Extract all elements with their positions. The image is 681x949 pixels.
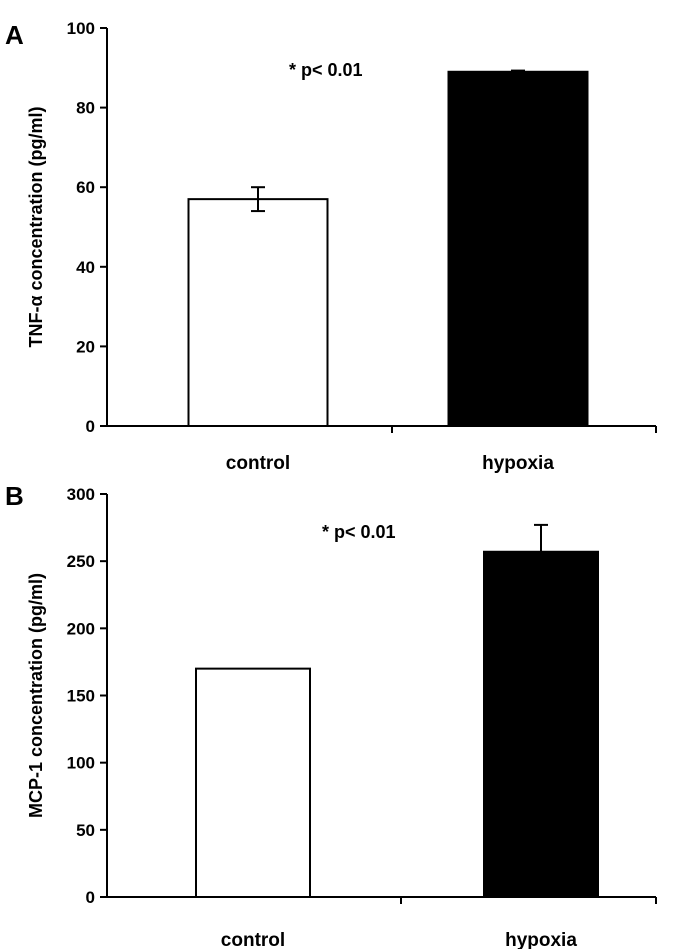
panel-b-y-tick-label: 150 xyxy=(67,687,95,706)
panel-a-category-label: control xyxy=(226,453,290,474)
panel-a-y-tick-label: 40 xyxy=(76,258,95,277)
panel-b-y-tick-label: 250 xyxy=(67,552,95,571)
panel-a-significance-annotation: * p< 0.01 xyxy=(289,60,363,80)
panel-a-y-tick-label: 100 xyxy=(67,19,95,38)
panel-a-y-tick-label: 20 xyxy=(76,337,95,356)
panel-b-y-tick-label: 200 xyxy=(67,619,95,638)
panel-a-bar-hypoxia xyxy=(449,72,588,426)
panel-b-bar-hypoxia xyxy=(484,552,598,897)
panel-a-y-axis-label: TNF-α concentration (pg/ml) xyxy=(26,106,46,347)
panel-b-category-label: hypoxia xyxy=(505,930,577,949)
panel-a-bar-control xyxy=(189,199,328,426)
panel-b-y-tick-label: 100 xyxy=(67,754,95,773)
panel-b-significance-annotation: * p< 0.01 xyxy=(322,522,396,542)
panel-b-y-tick-label: 300 xyxy=(67,485,95,504)
panel-a-y-tick-label: 60 xyxy=(76,178,95,197)
panel-a-y-tick-label: 80 xyxy=(76,99,95,118)
panel-b-category-label: control xyxy=(221,930,285,949)
panel-b-bar-control xyxy=(196,669,310,897)
panel-a-y-tick-label: 0 xyxy=(86,417,95,436)
panel-b-letter: B xyxy=(5,481,24,511)
panel-a-category-label: hypoxia xyxy=(482,453,554,474)
panel-a-letter: A xyxy=(5,20,24,50)
panel-a: A 0 20 40 60 80 100 control hypoxia * p< 0.01 TNF-… xyxy=(5,19,656,474)
panel-b-y-axis-label: MCP-1 concentration (pg/ml) xyxy=(26,573,46,818)
panel-b: B 0 50 100 150 200 250 300 control hypoxia * p< 0.… xyxy=(5,481,656,949)
panel-b-y-tick-label: 50 xyxy=(76,821,95,840)
panel-b-y-tick-label: 0 xyxy=(86,888,95,907)
